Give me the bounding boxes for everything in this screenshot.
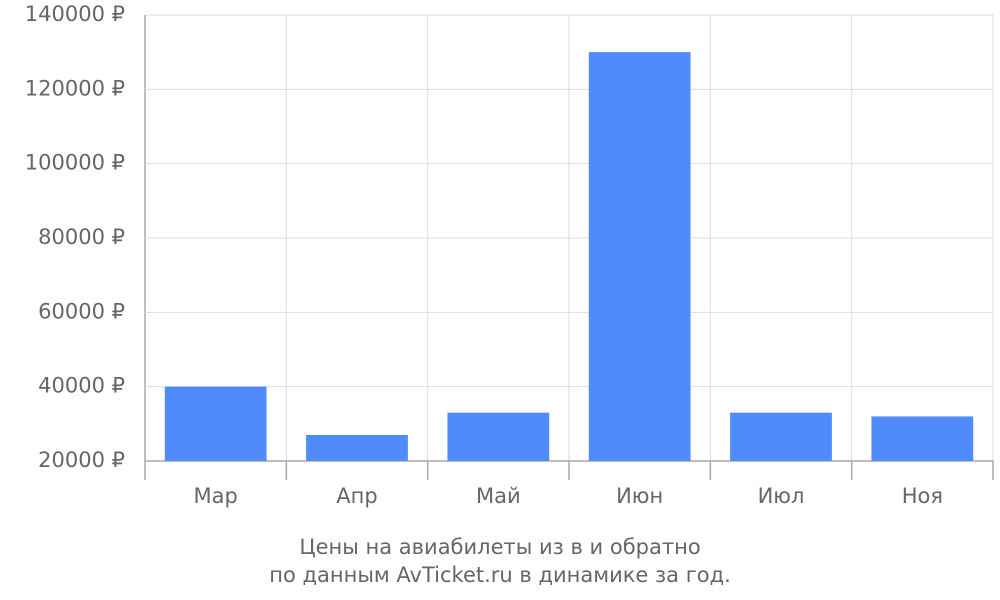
y-tick-label: 100000 ₽ (25, 151, 125, 175)
bar (871, 416, 974, 461)
x-tick-label: Июл (758, 484, 805, 508)
y-tick-label: 120000 ₽ (25, 76, 125, 100)
y-tick-label: 60000 ₽ (38, 299, 125, 323)
chart-subtitle: по данным AvTicket.ru в динамике за год. (269, 563, 731, 587)
bar (730, 412, 832, 461)
bar (306, 434, 408, 461)
chart-title: Цены на авиабилеты из в и обратно (299, 535, 700, 559)
x-tick-label: Май (476, 484, 521, 508)
y-tick-label: 20000 ₽ (38, 448, 125, 472)
y-tick-label: 40000 ₽ (38, 374, 125, 398)
x-tick-label: Июн (616, 484, 663, 508)
bar (164, 386, 267, 461)
y-tick-label: 140000 ₽ (25, 2, 125, 26)
bar (447, 412, 550, 461)
bar (588, 52, 691, 462)
x-tick-label: Апр (336, 484, 377, 508)
y-tick-label: 80000 ₽ (38, 225, 125, 249)
x-tick-label: Мар (194, 484, 238, 508)
x-tick-label: Ноя (902, 484, 943, 508)
